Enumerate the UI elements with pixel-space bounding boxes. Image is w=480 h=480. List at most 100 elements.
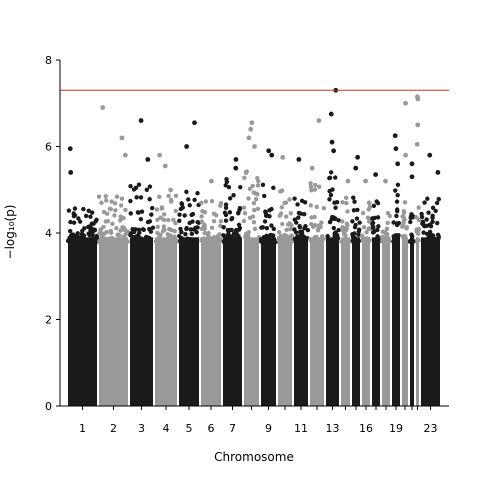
snp-point xyxy=(112,213,117,218)
snp-outlier-point xyxy=(122,152,128,158)
snp-point xyxy=(150,225,156,230)
snp-point xyxy=(206,239,211,244)
x-tick-label: 6 xyxy=(208,422,215,435)
snp-point xyxy=(430,219,435,225)
snp-point xyxy=(385,239,390,244)
snp-point xyxy=(375,200,381,206)
snp-point xyxy=(138,195,144,200)
snp-point xyxy=(331,215,336,220)
snp-point xyxy=(395,182,401,187)
snp-point xyxy=(81,238,86,244)
chromosome-20-bulk xyxy=(402,237,408,406)
snp-point xyxy=(155,217,160,222)
snp-point xyxy=(88,214,93,219)
snp-point xyxy=(356,232,361,238)
snp-point xyxy=(121,215,126,221)
snp-point xyxy=(236,222,242,228)
snp-point xyxy=(237,205,243,211)
snp-point xyxy=(227,196,233,201)
snp-point xyxy=(183,232,188,237)
x-tick-label: 7 xyxy=(229,422,236,435)
snp-point xyxy=(421,230,426,235)
snp-point xyxy=(112,239,117,244)
snp-point xyxy=(352,199,357,204)
snp-point xyxy=(288,226,293,232)
snp-point xyxy=(313,222,318,228)
snp-point xyxy=(350,219,355,224)
snp-point xyxy=(355,207,360,213)
snp-point xyxy=(94,233,100,239)
snp-point xyxy=(229,239,234,244)
snp-point xyxy=(370,216,375,222)
y-tick-label: 4 xyxy=(45,227,52,240)
snp-point xyxy=(288,211,294,216)
snp-point xyxy=(115,232,121,237)
snp-point xyxy=(357,220,362,225)
snp-point xyxy=(332,234,337,239)
snp-point xyxy=(72,206,78,211)
snp-point xyxy=(408,219,413,225)
snp-point xyxy=(166,217,171,223)
x-tick-label: 4 xyxy=(163,422,170,435)
snp-outlier-point xyxy=(309,165,315,171)
snp-point xyxy=(68,228,73,234)
snp-outlier-point xyxy=(68,170,74,175)
snp-point xyxy=(223,202,229,207)
y-tick-label: 8 xyxy=(45,54,52,67)
chromosome-13-bulk xyxy=(326,237,339,406)
snp-point xyxy=(190,238,195,243)
snp-point xyxy=(150,205,155,211)
snp-point xyxy=(244,169,249,174)
chromosome-13-points xyxy=(325,87,341,406)
snp-point xyxy=(267,214,272,219)
snp-point xyxy=(242,175,247,181)
snp-point xyxy=(316,239,321,244)
snp-point xyxy=(223,212,229,218)
snp-point xyxy=(385,220,390,226)
snp-point xyxy=(407,239,413,244)
snp-point xyxy=(308,181,313,186)
snp-point xyxy=(90,229,95,235)
snp-point xyxy=(192,197,197,203)
snp-point xyxy=(191,227,197,232)
chromosome-17-bulk xyxy=(372,237,380,406)
snp-point xyxy=(195,190,200,196)
x-tick-label: 9 xyxy=(265,422,272,435)
snp-outlier-point xyxy=(395,161,401,167)
snp-point xyxy=(409,212,414,217)
chromosome-11-points xyxy=(292,157,311,406)
snp-outlier-point xyxy=(266,148,272,154)
snp-outlier-point xyxy=(269,152,275,158)
snp-point xyxy=(184,189,189,195)
snp-point xyxy=(128,211,133,216)
chromosome-20-points xyxy=(400,100,410,406)
snp-point xyxy=(218,219,224,224)
chromosome-21-points xyxy=(407,161,417,406)
snp-outlier-point xyxy=(403,152,408,158)
snp-point xyxy=(340,219,345,224)
snp-point xyxy=(328,237,334,243)
snp-outlier-point xyxy=(403,100,408,106)
snp-point xyxy=(283,200,289,205)
snp-point xyxy=(328,192,334,198)
snp-point xyxy=(161,239,167,244)
snp-point xyxy=(241,205,247,210)
snp-point xyxy=(316,226,321,232)
snp-point xyxy=(71,220,77,225)
snp-point xyxy=(396,232,401,238)
snp-point xyxy=(140,227,146,232)
snp-point xyxy=(344,221,350,226)
snp-outlier-point xyxy=(248,126,254,132)
snp-point xyxy=(123,207,128,213)
snp-point xyxy=(159,205,165,210)
chromosome-7-bulk xyxy=(223,237,242,406)
snp-point xyxy=(118,203,124,208)
chromosome-2-bulk xyxy=(99,237,128,406)
snp-point xyxy=(227,210,233,215)
snp-point xyxy=(199,219,205,224)
snp-point xyxy=(147,197,152,202)
snp-point xyxy=(157,194,162,200)
snp-point xyxy=(215,235,221,240)
snp-point xyxy=(333,175,338,180)
